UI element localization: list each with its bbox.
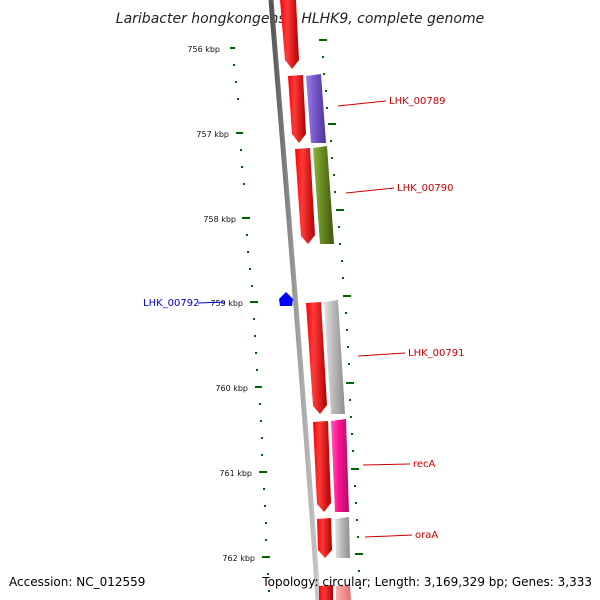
label-leader-lhk00792 [197, 301, 226, 304]
gene-label-lhk00791[interactable]: LHK_00791 [408, 348, 464, 359]
tick-label-757: 757 kbp [196, 130, 229, 139]
tick-label-758: 758 kbp [203, 215, 236, 224]
gene-track [306, 74, 351, 600]
map-title: Laribacter hongkongensis HLHK9, complete… [116, 11, 484, 27]
tick-ladder-right [319, 39, 363, 589]
gene-lhk00791 [324, 300, 345, 414]
label-leaders [337, 100, 413, 538]
gene-label-recA[interactable]: recA [413, 459, 436, 470]
gene-label-lhk00790[interactable]: LHK_00790 [397, 183, 453, 194]
gene-oraA [335, 517, 350, 558]
sequence-backbone [268, 0, 321, 600]
topology-text: Topology: circular; Length: 3,169,329 bp… [262, 575, 592, 589]
cds-arrow [295, 148, 315, 244]
tick-label-756: 756 kbp [187, 45, 220, 54]
gene-fragment [336, 585, 351, 600]
tick-label-762: 762 kbp [222, 554, 255, 563]
gene-recA [331, 419, 349, 512]
cds-arrow [317, 518, 332, 558]
gene-label-oraA[interactable]: oraA [415, 530, 438, 541]
gene-label-lhk00792[interactable]: LHK_00792 [143, 298, 199, 309]
tick-ladder-left [230, 47, 270, 592]
accession-text: Accession: NC_012559 [9, 575, 146, 589]
gene-label-lhk00789[interactable]: LHK_00789 [389, 96, 445, 107]
gene-lhk00790 [313, 146, 334, 244]
cds-arrow [313, 421, 331, 512]
gene-lhk00789 [306, 74, 326, 143]
tick-label-759: 759 kbp [210, 299, 243, 308]
cds-arrow [306, 302, 327, 414]
cds-arrow [280, 0, 299, 69]
cds-arrow [319, 585, 333, 600]
cds-track [280, 0, 333, 600]
tick-label-761: 761 kbp [219, 469, 252, 478]
cds-arrow [288, 75, 306, 143]
feature-marker-icon[interactable] [279, 292, 293, 306]
tick-label-760: 760 kbp [215, 384, 248, 393]
